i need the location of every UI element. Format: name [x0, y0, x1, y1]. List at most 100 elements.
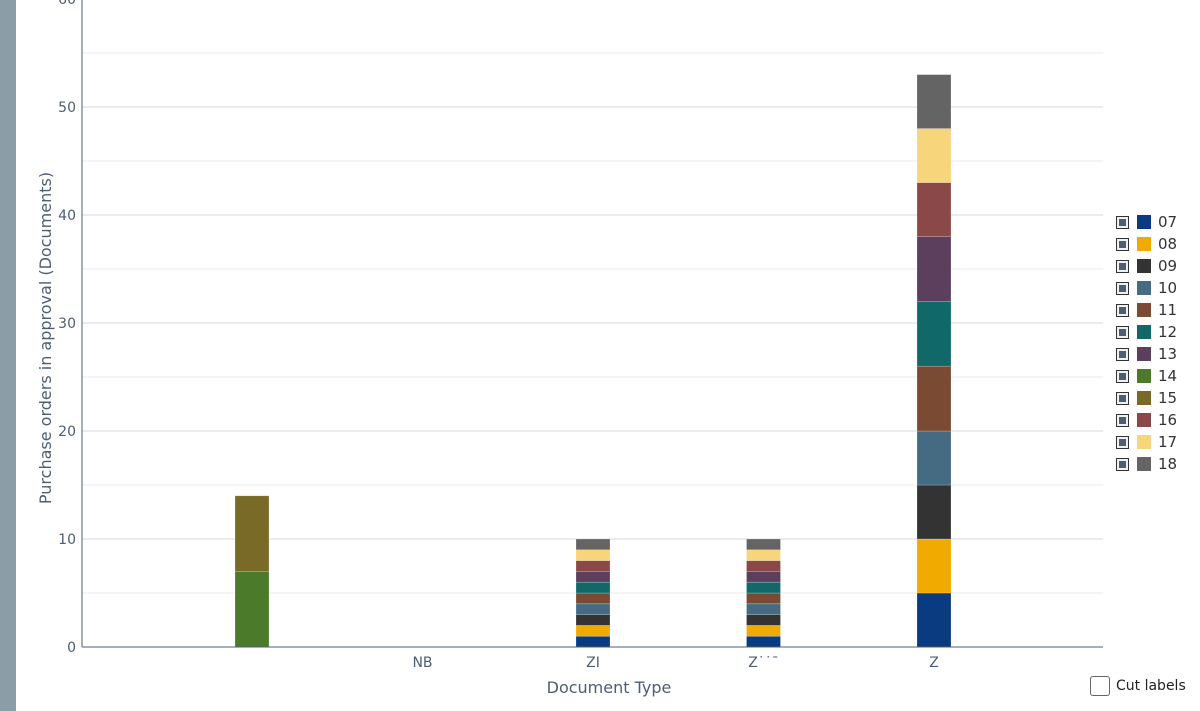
x-tick-label: Z	[929, 655, 939, 671]
cut-labels-label: Cut labels	[1116, 678, 1186, 694]
legend-checkbox[interactable]	[1116, 237, 1129, 251]
legend-label: 15	[1158, 389, 1178, 407]
bar-segment-13[interactable]	[746, 571, 781, 583]
bar-segment-08[interactable]	[916, 538, 952, 594]
legend-checkbox[interactable]	[1116, 391, 1129, 405]
axes	[81, 0, 1103, 648]
bar-segment-11[interactable]	[746, 592, 781, 605]
legend-item-10[interactable]: 10	[1116, 277, 1177, 299]
bar-segment-18[interactable]	[916, 74, 952, 129]
y-tick-label: 50	[58, 100, 76, 116]
y-tick-label: 40	[58, 208, 76, 224]
y-axis-label: Purchase orders in approval (Documents)	[36, 172, 55, 504]
bar-segment-10[interactable]	[746, 603, 781, 615]
bar-segment-16[interactable]	[916, 182, 952, 237]
bar-segment-12[interactable]	[916, 301, 952, 367]
legend-item-11[interactable]: 11	[1116, 299, 1177, 321]
legend-label: 08	[1158, 235, 1178, 253]
y-tick-label: 60	[58, 0, 76, 8]
legend-label: 10	[1158, 279, 1178, 297]
legend-item-15[interactable]: 15	[1116, 387, 1177, 409]
legend-item-12[interactable]: 12	[1116, 321, 1177, 343]
x-axis-label: Document Type	[547, 678, 672, 697]
legend-swatch	[1137, 457, 1151, 471]
bar-segment-17[interactable]	[916, 128, 952, 183]
cut-labels-toggle[interactable]: Cut labels	[1090, 676, 1186, 696]
bar-segment-08[interactable]	[746, 625, 781, 637]
cut-labels-checkbox[interactable]	[1090, 676, 1110, 696]
legend-checkbox[interactable]	[1116, 281, 1129, 295]
bar-segment-07[interactable]	[916, 592, 952, 648]
legend-swatch	[1137, 435, 1151, 449]
legend-item-16[interactable]: 16	[1116, 409, 1177, 431]
y-tick-label: 20	[58, 424, 76, 440]
legend-checkbox[interactable]	[1116, 435, 1129, 449]
bar-segment-17[interactable]	[575, 549, 611, 561]
legend: 07 08 09 10 11 12 13 14 15 16 17 18	[1116, 211, 1177, 475]
y-tick-label: 0	[67, 640, 76, 656]
legend-label: 18	[1158, 455, 1178, 473]
x-tick-labels: NB ZI Z˙˙ˉ Z	[412, 655, 938, 671]
legend-item-18[interactable]: 18	[1116, 453, 1177, 475]
bars	[234, 74, 952, 648]
bar-segment-12[interactable]	[746, 581, 781, 594]
bar-segment-15[interactable]	[234, 495, 270, 572]
legend-checkbox[interactable]	[1116, 259, 1129, 273]
bar-segment-18[interactable]	[746, 538, 781, 551]
x-tick-label: ZI	[586, 655, 600, 671]
bar-segment-08[interactable]	[575, 625, 611, 637]
bar-segment-09[interactable]	[746, 614, 781, 626]
legend-label: 07	[1158, 213, 1178, 231]
x-tick-label: NB	[412, 655, 432, 671]
legend-label: 11	[1158, 301, 1178, 319]
bar-segment-07[interactable]	[575, 635, 611, 648]
legend-swatch	[1137, 259, 1151, 273]
bar-segment-09[interactable]	[575, 614, 611, 626]
legend-item-14[interactable]: 14	[1116, 365, 1177, 387]
legend-label: 09	[1158, 257, 1178, 275]
legend-item-07[interactable]: 07	[1116, 211, 1177, 233]
legend-swatch	[1137, 413, 1151, 427]
legend-checkbox[interactable]	[1116, 325, 1129, 339]
bar-segment-13[interactable]	[575, 571, 611, 583]
bar-segment-10[interactable]	[916, 430, 952, 486]
y-tick-label: 10	[58, 532, 76, 548]
y-tick-labels: 0 10 20 30 40 50 60	[58, 0, 76, 656]
bar-segment-13[interactable]	[916, 236, 952, 302]
bar-segment-09[interactable]	[916, 484, 952, 540]
bar-segment-12[interactable]	[575, 581, 611, 594]
legend-checkbox[interactable]	[1116, 369, 1129, 383]
legend-label: 17	[1158, 433, 1178, 451]
legend-swatch	[1137, 215, 1151, 229]
legend-item-17[interactable]: 17	[1116, 431, 1177, 453]
bar-segment-16[interactable]	[575, 560, 611, 572]
legend-label: 12	[1158, 323, 1178, 341]
legend-label: 13	[1158, 345, 1178, 363]
x-tick-label: Z˙˙ˉ	[748, 655, 779, 671]
legend-checkbox[interactable]	[1116, 215, 1129, 229]
legend-checkbox[interactable]	[1116, 413, 1129, 427]
legend-swatch	[1137, 281, 1151, 295]
bar-segment-11[interactable]	[916, 365, 952, 432]
bar-segment-11[interactable]	[575, 592, 611, 605]
bar-segment-16[interactable]	[746, 560, 781, 572]
bar-segment-10[interactable]	[575, 603, 611, 615]
legend-item-09[interactable]: 09	[1116, 255, 1177, 277]
legend-item-08[interactable]: 08	[1116, 233, 1177, 255]
legend-checkbox[interactable]	[1116, 347, 1129, 361]
legend-swatch	[1137, 237, 1151, 251]
legend-checkbox[interactable]	[1116, 303, 1129, 317]
legend-checkbox[interactable]	[1116, 457, 1129, 471]
bar-segment-17[interactable]	[746, 549, 781, 561]
bar-segment-07[interactable]	[746, 635, 781, 648]
legend-swatch	[1137, 325, 1151, 339]
legend-item-13[interactable]: 13	[1116, 343, 1177, 365]
legend-label: 14	[1158, 367, 1178, 385]
bar-segment-18[interactable]	[575, 538, 611, 551]
y-tick-label: 30	[58, 316, 76, 332]
legend-swatch	[1137, 391, 1151, 405]
legend-swatch	[1137, 347, 1151, 361]
side-strip	[0, 0, 16, 711]
bar-segment-14[interactable]	[234, 571, 270, 648]
